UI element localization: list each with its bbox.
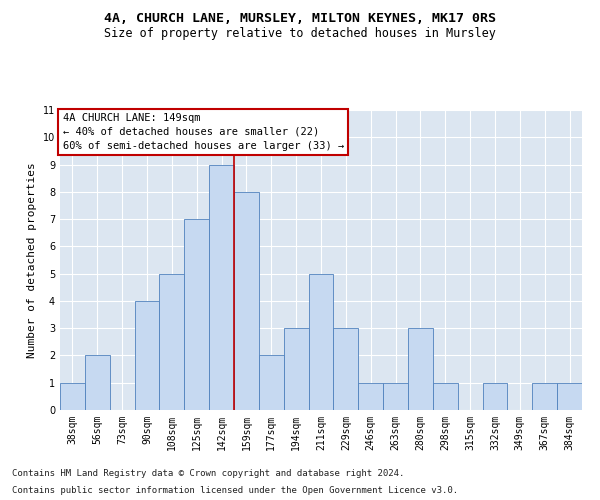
Bar (308, 274, 334, 410)
Bar (234, 192, 259, 410)
Bar (433, 382, 458, 410)
Bar (482, 382, 508, 410)
Bar (134, 301, 160, 410)
Bar (160, 274, 184, 410)
Bar (209, 164, 234, 410)
Bar (408, 328, 433, 410)
Bar (532, 382, 557, 410)
Bar (85, 356, 110, 410)
Text: Contains public sector information licensed under the Open Government Licence v3: Contains public sector information licen… (12, 486, 458, 495)
Y-axis label: Number of detached properties: Number of detached properties (28, 162, 37, 358)
Bar (284, 328, 308, 410)
Text: 4A, CHURCH LANE, MURSLEY, MILTON KEYNES, MK17 0RS: 4A, CHURCH LANE, MURSLEY, MILTON KEYNES,… (104, 12, 496, 26)
Bar (60, 382, 85, 410)
Text: 4A CHURCH LANE: 149sqm
← 40% of detached houses are smaller (22)
60% of semi-det: 4A CHURCH LANE: 149sqm ← 40% of detached… (62, 113, 344, 151)
Bar (557, 382, 582, 410)
Text: Size of property relative to detached houses in Mursley: Size of property relative to detached ho… (104, 28, 496, 40)
Bar (259, 356, 284, 410)
Bar (334, 328, 358, 410)
Text: Contains HM Land Registry data © Crown copyright and database right 2024.: Contains HM Land Registry data © Crown c… (12, 468, 404, 477)
Bar (383, 382, 408, 410)
Bar (184, 219, 209, 410)
Bar (358, 382, 383, 410)
